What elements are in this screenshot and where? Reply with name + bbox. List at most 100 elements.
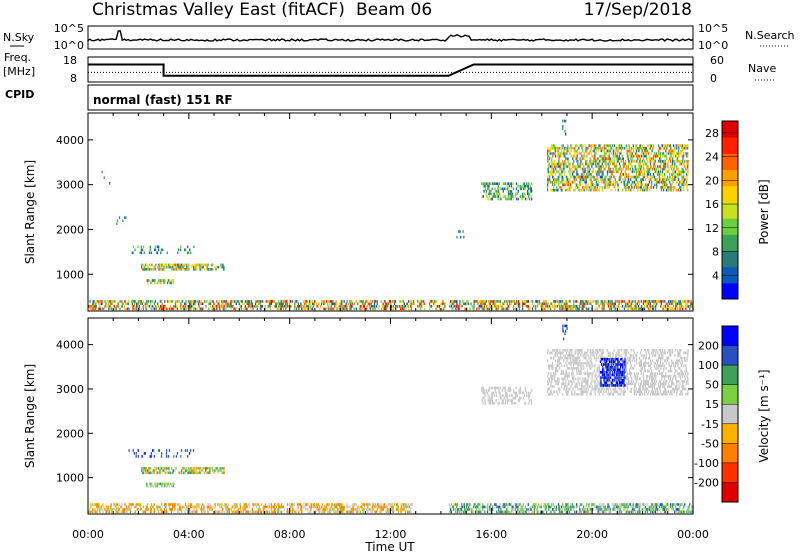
range-gate-cell — [674, 503, 676, 506]
range-gate-cell — [586, 170, 588, 174]
range-gate-cell — [235, 503, 237, 506]
range-gate-cell — [384, 307, 387, 311]
range-gate-cell — [581, 393, 583, 396]
range-gate-cell — [545, 300, 548, 303]
range-gate-cell — [592, 508, 594, 511]
range-gate-cell — [607, 302, 610, 306]
range-gate-cell — [560, 154, 562, 158]
range-gate-cell — [298, 510, 300, 514]
range-gate-cell — [611, 162, 614, 166]
range-gate-cell — [598, 372, 601, 375]
range-gate-cell — [490, 394, 492, 397]
range-gate-cell — [223, 268, 225, 271]
range-gate-cell — [279, 508, 281, 511]
range-gate-cell — [564, 307, 566, 311]
range-gate-cell — [215, 268, 217, 271]
range-gate-cell — [524, 401, 527, 405]
range-gate-cell — [390, 307, 393, 311]
range-gate-cell — [586, 503, 588, 506]
range-gate-cell — [623, 162, 626, 166]
range-gate-cell — [161, 265, 163, 269]
range-gate-cell — [620, 505, 622, 509]
range-gate-cell — [663, 305, 665, 308]
range-gate-cell — [614, 503, 616, 506]
range-gate-cell — [590, 508, 592, 511]
range-gate-cell — [561, 162, 563, 166]
range-gate-cell — [328, 307, 330, 311]
range-gate-cell — [579, 369, 581, 373]
range-gate-cell — [513, 300, 515, 303]
range-gate-cell — [485, 389, 488, 392]
range-gate-cell — [607, 503, 609, 506]
range-gate-cell — [531, 401, 533, 405]
colorbar-segment — [722, 169, 738, 187]
range-gate-cell — [627, 305, 629, 308]
range-gate-cell — [594, 374, 596, 378]
range-gate-cell — [672, 307, 674, 311]
range-gate-cell — [600, 178, 602, 181]
range-gate-cell — [331, 505, 333, 509]
range-gate-cell — [501, 389, 503, 392]
range-gate-cell — [513, 389, 515, 392]
range-gate-cell — [550, 374, 552, 378]
range-gate-cell — [95, 510, 97, 514]
range-gate-cell — [279, 307, 282, 311]
range-gate-cell — [666, 183, 669, 187]
range-gate-cell — [678, 146, 680, 150]
range-gate-cell — [162, 263, 164, 267]
y-tick-label: 3000 — [56, 179, 84, 192]
range-gate-cell — [386, 510, 388, 514]
range-gate-cell — [559, 351, 561, 355]
range-gate-cell — [531, 300, 533, 303]
range-gate-cell — [223, 307, 225, 311]
range-gate-cell — [374, 307, 376, 311]
range-gate-cell — [660, 186, 663, 189]
range-gate-cell — [594, 393, 596, 396]
range-gate-cell — [556, 162, 558, 166]
range-gate-cell — [390, 508, 393, 511]
range-gate-cell — [597, 183, 599, 187]
range-gate-cell — [149, 508, 152, 511]
range-gate-cell — [590, 361, 592, 365]
range-gate-cell — [155, 305, 157, 308]
range-gate-cell — [605, 510, 607, 514]
range-gate-cell — [592, 167, 594, 171]
range-gate-cell — [596, 157, 598, 161]
range-gate-cell — [179, 505, 181, 509]
range-gate-cell — [278, 302, 281, 306]
range-gate-cell — [101, 170, 103, 174]
range-gate-cell — [160, 300, 163, 303]
range-gate-cell — [165, 265, 167, 269]
range-gate-cell — [568, 380, 570, 383]
range-gate-cell — [146, 302, 149, 306]
range-gate-cell — [318, 508, 320, 511]
range-gate-cell — [467, 508, 470, 511]
range-gate-cell — [191, 503, 193, 506]
range-gate-cell — [598, 305, 600, 308]
range-gate-cell — [590, 359, 592, 363]
range-gate-cell — [615, 146, 617, 150]
range-gate-cell — [667, 307, 670, 311]
range-gate-cell — [92, 503, 94, 506]
range-gate-cell — [631, 152, 633, 155]
range-gate-cell — [154, 245, 157, 249]
range-gate-cell — [667, 188, 669, 192]
range-gate-cell — [534, 505, 536, 509]
range-gate-cell — [679, 162, 681, 166]
range-gate-cell — [681, 154, 683, 158]
range-gate-cell — [679, 302, 681, 306]
range-gate-cell — [597, 146, 599, 150]
range-gate-cell — [649, 188, 651, 192]
range-gate-cell — [595, 349, 597, 352]
range-gate-cell — [221, 265, 223, 269]
range-gate-cell — [599, 154, 601, 158]
range-gate-cell — [307, 503, 309, 506]
range-gate-cell — [350, 305, 352, 308]
range-gate-cell — [636, 160, 638, 163]
range-gate-cell — [391, 510, 394, 514]
range-gate-cell — [594, 505, 596, 509]
range-gate-cell — [687, 300, 689, 303]
range-gate-cell — [672, 302, 674, 306]
range-gate-cell — [639, 167, 641, 171]
range-gate-cell — [97, 508, 99, 511]
